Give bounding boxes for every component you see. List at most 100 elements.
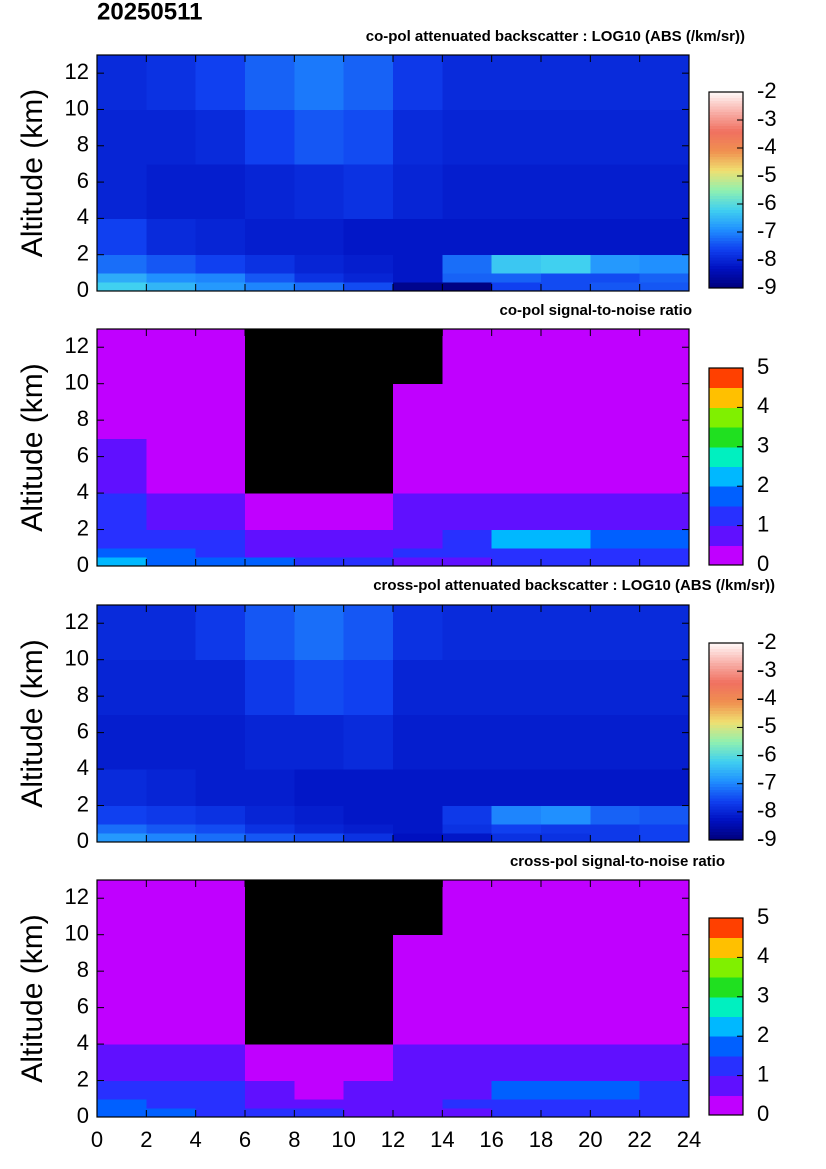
heatmap-cell	[491, 254, 542, 274]
heatmap-cell	[590, 383, 641, 439]
colorbar-swatch	[709, 491, 743, 496]
colorbar-swatch	[709, 1058, 743, 1063]
heatmap-cell	[491, 659, 542, 715]
heatmap-cell	[294, 254, 345, 274]
colorbar-swatch	[709, 184, 743, 188]
heatmap-cell	[97, 254, 147, 274]
colorbar-swatch	[709, 979, 743, 984]
colorbar-swatch	[709, 828, 743, 833]
colorbar-swatch	[709, 643, 743, 647]
colorbar-swatch	[709, 657, 743, 661]
heatmap-cell	[590, 329, 641, 385]
colorbar-tick-label: 0	[757, 1101, 769, 1126]
y-tick-label: 0	[77, 1103, 89, 1128]
colorbar-swatch	[709, 162, 743, 166]
y-axis-label: Altitude (km)	[16, 363, 49, 531]
x-tick-label: 4	[190, 1127, 202, 1152]
colorbar-swatch	[709, 268, 743, 272]
y-tick-label: 2	[77, 1066, 89, 1091]
heatmap-cell	[393, 769, 443, 807]
heatmap-cell	[442, 823, 493, 834]
colorbar-swatch	[709, 797, 743, 802]
colorbar-swatch	[709, 789, 743, 793]
heatmap-cell	[393, 109, 443, 165]
heatmap-cell	[590, 1098, 641, 1109]
heatmap-cell	[245, 934, 295, 990]
colorbar-tick-label: -4	[757, 685, 777, 710]
colorbar-swatch	[709, 401, 743, 406]
y-tick-label: 0	[77, 552, 89, 577]
heatmap-cell	[245, 329, 295, 385]
heatmap-cell	[393, 832, 443, 843]
colorbar-swatch	[709, 212, 743, 216]
colorbar-swatch	[709, 971, 743, 975]
heatmap	[97, 605, 690, 843]
colorbar-swatch	[709, 780, 743, 785]
colorbar-swatch	[709, 1112, 743, 1116]
heatmap-cell	[491, 55, 542, 110]
heatmap-cell	[245, 556, 295, 567]
colorbar-swatch	[709, 220, 743, 225]
colorbar-swatch	[709, 923, 743, 927]
y-tick-label: 4	[77, 204, 89, 229]
colorbar-swatch	[709, 996, 743, 1001]
heatmap-cell	[442, 218, 493, 256]
y-tick-label: 8	[77, 132, 89, 157]
heatmap-cell	[393, 880, 443, 936]
colorbar-swatch	[709, 679, 743, 683]
colorbar-swatch	[709, 1016, 743, 1020]
y-axis-label: Altitude (km)	[16, 914, 49, 1082]
y-tick-label: 0	[77, 277, 89, 302]
heatmap-cell	[195, 1098, 246, 1109]
heatmap-cell	[639, 769, 690, 807]
colorbar-swatch	[709, 218, 743, 222]
heatmap-cell	[393, 556, 443, 567]
colorbar-tick-label: -5	[757, 713, 777, 738]
heatmap-cell	[491, 547, 542, 558]
heatmap-cell	[195, 163, 246, 219]
heatmap-cell	[639, 218, 690, 256]
heatmap-cell	[639, 823, 690, 834]
colorbar-swatch	[709, 460, 743, 465]
heatmap-cell	[343, 1044, 394, 1082]
colorbar-swatch	[709, 136, 743, 141]
heatmap-cell	[639, 438, 690, 494]
colorbar-swatch	[709, 562, 743, 566]
colorbar-tick-label: 1	[757, 511, 769, 536]
colorbar-swatch	[709, 209, 743, 213]
colorbar-swatch	[709, 463, 743, 467]
colorbar-swatch	[709, 769, 743, 773]
heatmap-cell	[146, 272, 197, 283]
heatmap-cell	[541, 493, 591, 531]
heatmap-cell	[146, 832, 197, 843]
colorbar-swatch	[709, 246, 743, 250]
heatmap-cell	[442, 329, 493, 385]
colorbar-swatch	[709, 699, 743, 703]
x-tick-label: 8	[288, 1127, 300, 1152]
colorbar-frame	[708, 917, 744, 1116]
heatmap-cell	[590, 1080, 641, 1100]
heatmap-cell	[97, 547, 147, 558]
colorbar-swatch	[709, 108, 743, 113]
heatmap-cell	[195, 989, 246, 1045]
colorbar-swatch	[709, 713, 743, 717]
heatmap-cell	[393, 438, 443, 494]
heatmap-cell	[245, 659, 295, 715]
colorbar-swatch	[709, 792, 743, 796]
colorbar-tick-label: 5	[757, 354, 769, 379]
heatmap-cell	[97, 163, 147, 219]
colorbar-swatch	[709, 733, 743, 737]
colorbar-swatch	[709, 276, 743, 281]
heatmap-cell	[393, 605, 443, 661]
heatmap-cell	[639, 880, 690, 936]
heatmap-cell	[393, 383, 443, 439]
heatmap-cell	[639, 55, 690, 110]
heatmap-cell	[97, 218, 147, 256]
colorbar-swatch	[709, 761, 743, 765]
heatmap-cell	[442, 163, 493, 219]
colorbar-swatch	[709, 1078, 743, 1082]
colorbar-tick-label: -9	[757, 826, 777, 851]
colorbar-tick-label: -7	[757, 218, 777, 243]
colorbar-swatch	[709, 645, 743, 650]
heatmap-cell	[97, 383, 147, 439]
